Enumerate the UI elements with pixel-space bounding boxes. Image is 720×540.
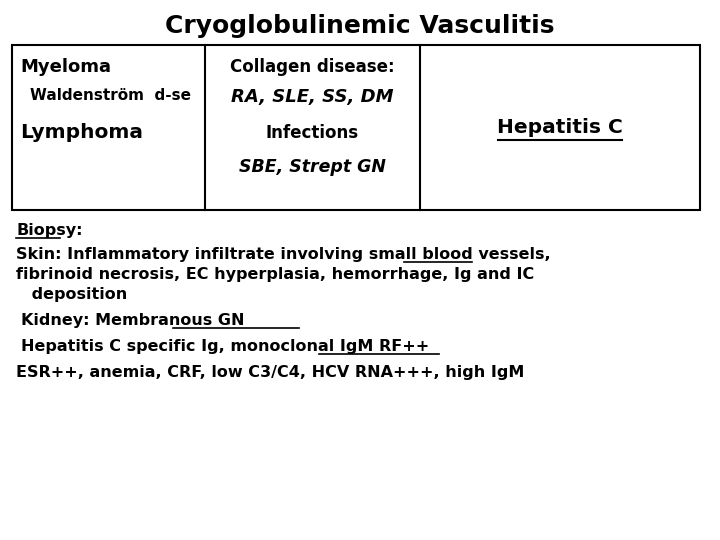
Text: Waldenström  d-se: Waldenström d-se [30, 87, 191, 103]
Text: Collagen disease:: Collagen disease: [230, 58, 395, 76]
Text: Lymphoma: Lymphoma [20, 124, 143, 143]
Bar [12, 45, 700, 210]
Text: Skin: Inflammatory infiltrate involving small blood vessels,: Skin: Inflammatory infiltrate involving … [16, 246, 551, 261]
Text: RA, SLE, SS, DM: RA, SLE, SS, DM [231, 88, 394, 106]
Text: Infections: Infections [266, 124, 359, 142]
Text: Cryoglobulinemic Vasculitis: Cryoglobulinemic Vasculitis [166, 14, 554, 38]
Text: Biopsy:: Biopsy: [16, 222, 83, 238]
Text: deposition: deposition [26, 287, 127, 301]
Text: Kidney: Membranous GN: Kidney: Membranous GN [21, 313, 245, 327]
Text: fibrinoid necrosis, EC hyperplasia, hemorrhage, Ig and IC: fibrinoid necrosis, EC hyperplasia, hemo… [16, 267, 534, 281]
Text: Hepatitis C: Hepatitis C [497, 118, 623, 137]
Text: ESR++, anemia, CRF, low C3/C4, HCV RNA+++, high IgM: ESR++, anemia, CRF, low C3/C4, HCV RNA++… [16, 364, 524, 380]
Text: SBE, Strept GN: SBE, Strept GN [239, 158, 386, 176]
Text: Hepatitis C specific Ig, monoclonal IgM RF++: Hepatitis C specific Ig, monoclonal IgM … [21, 339, 429, 354]
Text: Myeloma: Myeloma [20, 58, 111, 76]
